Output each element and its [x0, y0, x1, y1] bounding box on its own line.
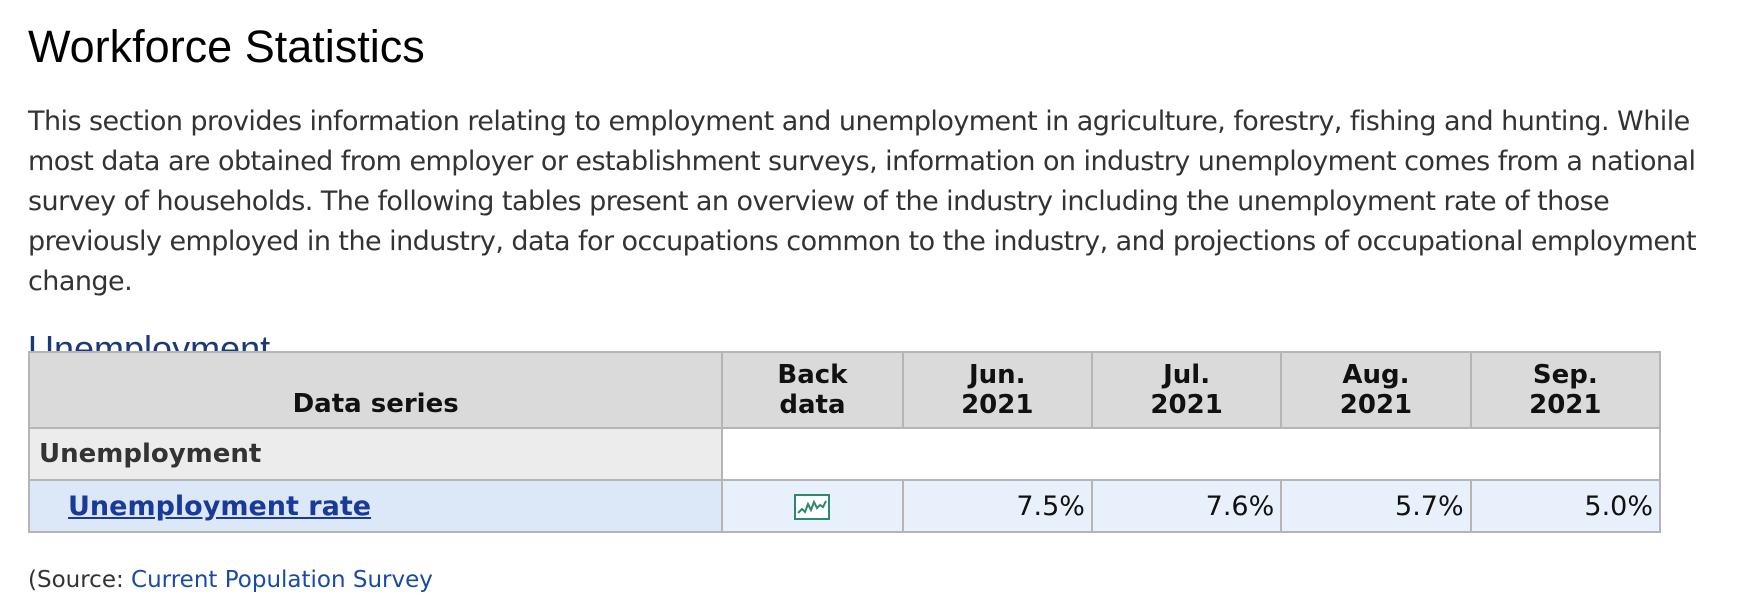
value-jul-2021: 7.6%: [1090, 479, 1283, 533]
value-aug-2021: 5.7%: [1280, 479, 1472, 533]
header-month-4-line1: Sep.: [1532, 360, 1598, 390]
table-group-row: Unemployment: [27, 427, 1661, 481]
header-month-2-line1: Jul.: [1163, 360, 1211, 390]
header-month-1: Jun. 2021: [901, 351, 1093, 429]
header-month-4: Sep. 2021: [1469, 351, 1662, 429]
header-month-1-line2: 2021: [961, 390, 1034, 420]
header-month-3-line1: Aug.: [1342, 360, 1410, 390]
header-back-line2: data: [779, 390, 846, 420]
header-month-4-line2: 2021: [1529, 390, 1602, 420]
header-back-data: Back data: [721, 351, 904, 429]
header-month-2: Jul. 2021: [1090, 351, 1283, 429]
group-empty-cell: [721, 427, 1661, 481]
unemployment-table: Data series Back data Jun. 2021 Jul. 202…: [27, 351, 1662, 533]
header-back-line1: Back: [777, 360, 848, 390]
source-prefix: (Source:: [28, 567, 132, 593]
source-link-cps[interactable]: Current Population Survey: [131, 567, 433, 593]
value-jun-2021: 7.5%: [901, 479, 1093, 533]
group-label-unemployment: Unemployment: [27, 427, 724, 481]
table-row: Unemployment rate 7.5% 7.6% 5.7% 5.0%: [27, 479, 1662, 533]
intro-paragraph: This section provides information relati…: [28, 106, 1697, 297]
header-month-3: Aug. 2021: [1280, 351, 1472, 429]
series-name-cell: Unemployment rate: [27, 479, 724, 533]
back-data-cell: [721, 479, 904, 533]
header-month-2-line2: 2021: [1150, 390, 1223, 420]
header-data-series: Data series: [27, 351, 724, 429]
line-chart-icon[interactable]: [794, 494, 831, 520]
unemployment-rate-link[interactable]: Unemployment rate: [68, 490, 372, 522]
page-content: Workforce Statistics This section provid…: [27, 0, 1728, 593]
value-sep-2021: 5.0%: [1469, 479, 1662, 533]
page-title: Workforce Statistics: [28, 21, 425, 72]
table-header-row: Data series Back data Jun. 2021 Jul. 202…: [27, 351, 1662, 429]
header-month-3-line2: 2021: [1339, 390, 1413, 420]
source-note: (Source: Current Population Survey: [28, 567, 433, 593]
header-month-1-line1: Jun.: [968, 360, 1026, 390]
